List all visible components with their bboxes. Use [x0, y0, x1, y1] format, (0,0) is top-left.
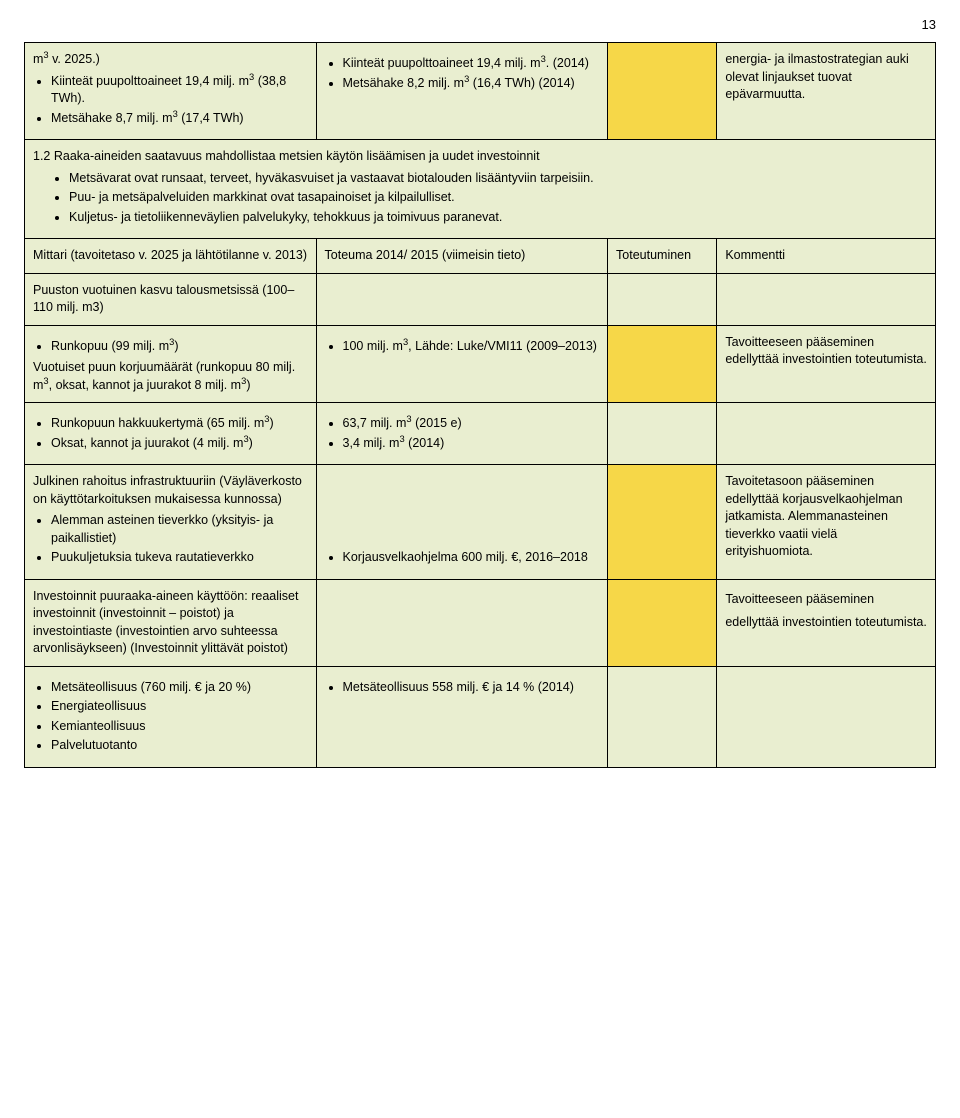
- cell: Julkinen rahoitus infrastruktuuriin (Väy…: [25, 465, 317, 580]
- list-item: 63,7 milj. m3 (2015 e): [343, 415, 600, 433]
- text: Metsähake 8,2 milj. m: [343, 76, 465, 90]
- text: Metsähake 8,7 milj. m: [51, 111, 173, 125]
- cell: [608, 666, 717, 767]
- cell: [316, 579, 608, 666]
- list-item: Puu- ja metsäpalveluiden markkinat ovat …: [69, 189, 927, 207]
- list-item: Metsähake 8,2 milj. m3 (16,4 TWh) (2014): [343, 75, 600, 93]
- table-row: Runkopuun hakkuukertymä (65 milj. m3) Ok…: [25, 403, 936, 465]
- text: (2014): [405, 436, 445, 450]
- cell: Korjausvelkaohjelma 600 milj. €, 2016–20…: [316, 465, 608, 580]
- list-item: Palvelutuotanto: [51, 737, 308, 755]
- list-item: Oksat, kannot ja juurakot (4 milj. m3): [51, 435, 308, 453]
- text: Kiinteät puupolttoaineet 19,4 milj. m: [343, 56, 541, 70]
- cell: energia- ja ilmastostrategian auki oleva…: [717, 43, 936, 140]
- main-table: m3 v. 2025.) Kiinteät puupolttoaineet 19…: [24, 42, 936, 768]
- text: 100 milj. m: [343, 339, 403, 353]
- text: Runkopuun hakkuukertymä (65 milj. m: [51, 416, 264, 430]
- list-item: Metsähake 8,7 milj. m3 (17,4 TWh): [51, 110, 308, 128]
- text: Kiinteät puupolttoaineet 19,4 milj. m: [51, 74, 249, 88]
- text: . (2014): [546, 56, 589, 70]
- cell-status: [608, 465, 717, 580]
- cell: [717, 666, 936, 767]
- table-row: m3 v. 2025.) Kiinteät puupolttoaineet 19…: [25, 43, 936, 140]
- header-row: Mittari (tavoitetaso v. 2025 ja lähtötil…: [25, 239, 936, 274]
- cell: [316, 273, 608, 325]
- text: (2015 e): [412, 416, 462, 430]
- list-item: Runkopuu (99 milj. m3): [51, 338, 308, 356]
- cell: Puuston vuotuinen kasvu talousmetsissä (…: [25, 273, 317, 325]
- text: Runkopuu (99 milj. m: [51, 339, 169, 353]
- cell: [608, 403, 717, 465]
- cell: [717, 273, 936, 325]
- list-item: Energiateollisuus: [51, 698, 308, 716]
- list-item: Kiinteät puupolttoaineet 19,4 milj. m3 (…: [51, 73, 308, 108]
- text: ): [246, 378, 250, 392]
- text: , oksat, kannot ja juurakot 8 milj. m: [49, 378, 241, 392]
- table-row: Puuston vuotuinen kasvu talousmetsissä (…: [25, 273, 936, 325]
- section-title: 1.2 Raaka-aineiden saatavuus mahdollista…: [33, 148, 927, 166]
- cell: Investoinnit puuraaka-aineen käyttöön: r…: [25, 579, 317, 666]
- cell-status: [608, 43, 717, 140]
- table-row: Metsäteollisuus (760 milj. € ja 20 %) En…: [25, 666, 936, 767]
- text: v. 2025.): [49, 52, 100, 66]
- cell-status: [608, 325, 717, 403]
- list-item: Metsäteollisuus 558 milj. € ja 14 % (201…: [343, 679, 600, 697]
- list-item: Runkopuun hakkuukertymä (65 milj. m3): [51, 415, 308, 433]
- page-number: 13: [24, 16, 936, 34]
- text: (17,4 TWh): [178, 111, 244, 125]
- list-item: Kemianteollisuus: [51, 718, 308, 736]
- cell: [717, 403, 936, 465]
- list-item: Puukuljetuksia tukeva rautatieverkko: [51, 549, 308, 567]
- header-cell: Mittari (tavoitetaso v. 2025 ja lähtötil…: [25, 239, 317, 274]
- list-item: 100 milj. m3, Lähde: Luke/VMI11 (2009–20…: [343, 338, 600, 356]
- cell: Metsäteollisuus 558 milj. € ja 14 % (201…: [316, 666, 608, 767]
- cell-status: [608, 579, 717, 666]
- cell: 63,7 milj. m3 (2015 e) 3,4 milj. m3 (201…: [316, 403, 608, 465]
- list-item: 3,4 milj. m3 (2014): [343, 435, 600, 453]
- cell: m3 v. 2025.) Kiinteät puupolttoaineet 19…: [25, 43, 317, 140]
- cell: Metsäteollisuus (760 milj. € ja 20 %) En…: [25, 666, 317, 767]
- text: ): [174, 339, 178, 353]
- cell: Tavoitteeseen pääseminen edellyttää inve…: [717, 579, 936, 666]
- list-item: Metsävarat ovat runsaat, terveet, hyväka…: [69, 170, 927, 188]
- text: 63,7 milj. m: [343, 416, 407, 430]
- cell: 100 milj. m3, Lähde: Luke/VMI11 (2009–20…: [316, 325, 608, 403]
- cell: Tavoitteeseen pääseminen edellyttää inve…: [717, 325, 936, 403]
- table-row: Runkopuu (99 milj. m3) Vuotuiset puun ko…: [25, 325, 936, 403]
- cell: Runkopuun hakkuukertymä (65 milj. m3) Ok…: [25, 403, 317, 465]
- text: ): [249, 436, 253, 450]
- header-cell: Kommentti: [717, 239, 936, 274]
- text: 3,4 milj. m: [343, 436, 400, 450]
- list-item: Korjausvelkaohjelma 600 milj. €, 2016–20…: [343, 549, 600, 567]
- text: (16,4 TWh) (2014): [469, 76, 574, 90]
- header-cell: Toteuma 2014/ 2015 (viimeisin tieto): [316, 239, 608, 274]
- text: ): [270, 416, 274, 430]
- text: Julkinen rahoitus infrastruktuuriin (Väy…: [33, 473, 308, 508]
- list-item: Kuljetus- ja tietoliikenneväylien palvel…: [69, 209, 927, 227]
- table-row: Investoinnit puuraaka-aineen käyttöön: r…: [25, 579, 936, 666]
- text: , Lähde: Luke/VMI11 (2009–2013): [408, 339, 597, 353]
- text: Oksat, kannot ja juurakot (4 milj. m: [51, 436, 243, 450]
- list-item: Kiinteät puupolttoaineet 19,4 milj. m3. …: [343, 55, 600, 73]
- cell: Tavoitetasoon pääseminen edellyttää korj…: [717, 465, 936, 580]
- list-item: Metsäteollisuus (760 milj. € ja 20 %): [51, 679, 308, 697]
- cell: Runkopuu (99 milj. m3) Vuotuiset puun ko…: [25, 325, 317, 403]
- section-cell: 1.2 Raaka-aineiden saatavuus mahdollista…: [25, 140, 936, 239]
- cell: Kiinteät puupolttoaineet 19,4 milj. m3. …: [316, 43, 608, 140]
- header-cell: Toteutuminen: [608, 239, 717, 274]
- table-row: Julkinen rahoitus infrastruktuuriin (Väy…: [25, 465, 936, 580]
- list-item: Alemman asteinen tieverkko (yksityis- ja…: [51, 512, 308, 547]
- section-row: 1.2 Raaka-aineiden saatavuus mahdollista…: [25, 140, 936, 239]
- text: Vuotuiset puun korjuumäärät (runkopuu 80…: [33, 359, 308, 394]
- cell: [608, 273, 717, 325]
- text: m: [33, 52, 43, 66]
